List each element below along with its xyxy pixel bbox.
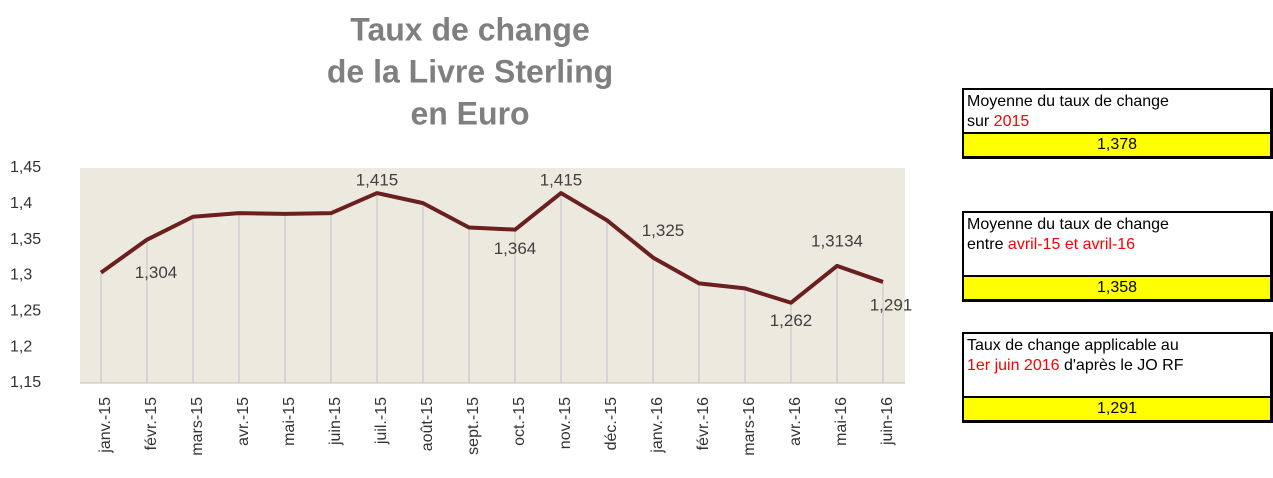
- y-tick-label: 1,15: [10, 374, 41, 391]
- box-line: 1er juin 2016 d'après le JO RF: [967, 356, 1267, 376]
- y-tick-label: 1,25: [10, 303, 41, 320]
- x-tick-label: févr.-16: [695, 397, 712, 450]
- box-value: 1,378: [964, 132, 1270, 156]
- y-tick-label: 1,45: [10, 159, 41, 176]
- series-line: [99, 191, 884, 305]
- x-tick-label: mai-16: [833, 397, 850, 446]
- box-label: Moyenne du taux de change sur 2015: [964, 90, 1270, 132]
- y-tick-label: 1,3: [10, 267, 32, 284]
- data-label: 1,415: [356, 171, 399, 190]
- box-text: Moyenne du taux de change: [967, 93, 1169, 110]
- x-tick-label: févr.-15: [143, 397, 160, 450]
- data-label: 1,262: [770, 311, 813, 330]
- box-line: entre avril-15 et avril-16: [967, 235, 1267, 255]
- y-tick-label: 1,35: [10, 231, 41, 248]
- chart-title: Taux de change: [350, 11, 589, 47]
- box-text: d'après le JO RF: [1059, 357, 1184, 374]
- box-text: avril-15 et avril-16: [1007, 236, 1136, 253]
- x-tick-label: avr.-15: [235, 397, 252, 446]
- x-tick-label: janv.-16: [649, 397, 666, 454]
- box-label: Taux de change applicable au 1er juin 201…: [964, 334, 1270, 376]
- box-line: sur 2015: [967, 112, 1267, 132]
- data-label: 1,325: [642, 221, 685, 240]
- box-value: 1,291: [964, 396, 1270, 420]
- plot-area: [80, 168, 905, 383]
- info-box: Taux de change applicable au 1er juin 201…: [962, 332, 1273, 423]
- x-tick-label: mars-15: [189, 397, 206, 456]
- box-label: Moyenne du taux de change entre avril-15 …: [964, 213, 1270, 255]
- box-text: sur: [967, 113, 994, 130]
- box-text: Moyenne du taux de change: [967, 216, 1169, 233]
- box-line: Moyenne du taux de change: [967, 92, 1267, 112]
- chart-title: en Euro: [410, 95, 529, 131]
- x-tick-label: mai-15: [281, 397, 298, 446]
- x-tick-label: juil.-15: [373, 397, 390, 445]
- x-tick-label: janv.-15: [97, 397, 114, 454]
- x-tick-label: août-15: [419, 397, 436, 451]
- data-label: 1,364: [494, 239, 537, 258]
- chart-title: de la Livre Sterling: [327, 53, 613, 89]
- x-tick-label: nov.-15: [557, 397, 574, 449]
- chart: Taux de change de la Livre Sterling en Eur…: [10, 11, 913, 456]
- info-box: Moyenne du taux de change sur 2015 1,378: [962, 88, 1273, 159]
- box-line: Moyenne du taux de change: [967, 215, 1267, 235]
- info-box: Moyenne du taux de change entre avril-15 …: [962, 211, 1273, 302]
- box-text: 2015: [993, 113, 1030, 130]
- x-tick-label: sept.-15: [465, 397, 482, 455]
- box-value: 1,358: [964, 275, 1270, 299]
- x-tick-label: oct.-15: [511, 397, 528, 446]
- data-label: 1,304: [135, 263, 178, 282]
- y-tick-label: 1,2: [10, 338, 32, 355]
- data-label: 1,291: [870, 295, 913, 314]
- box-text: 1er juin 2016: [967, 357, 1060, 374]
- x-tick-label: déc.-15: [603, 397, 620, 450]
- x-tick-label: juin-16: [879, 397, 896, 446]
- data-label: 1,3134: [811, 231, 863, 250]
- x-tick-label: mars-16: [741, 397, 758, 456]
- data-label: 1,415: [540, 171, 583, 190]
- y-tick-label: 1,4: [10, 195, 32, 212]
- x-tick-label: avr.-16: [787, 397, 804, 446]
- box-line: Taux de change applicable au: [967, 336, 1267, 356]
- x-tick-label: juin-15: [327, 397, 344, 446]
- box-text: entre: [967, 236, 1008, 253]
- box-text: Taux de change applicable au: [967, 337, 1179, 354]
